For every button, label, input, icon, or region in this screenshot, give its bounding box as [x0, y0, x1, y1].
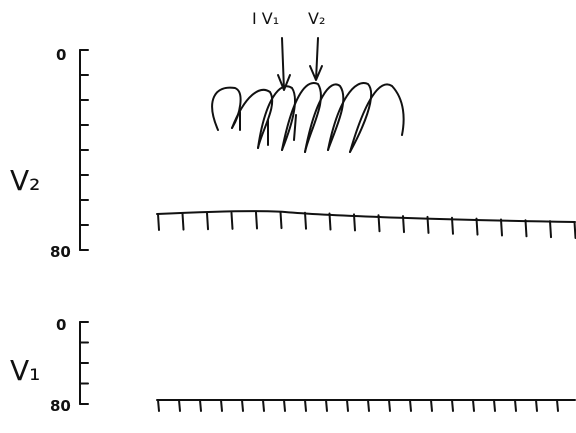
- trace-tick: [428, 217, 429, 233]
- trace-tick: [281, 212, 282, 228]
- figure: I V₁ V₂ V₂ 0 80 V₁ 0 80: [0, 0, 576, 433]
- trace-tick: [256, 212, 257, 228]
- trace-tick: [232, 213, 233, 229]
- arrow: [310, 38, 322, 80]
- scale-label: 0: [56, 46, 66, 64]
- trace-tick: [477, 219, 478, 235]
- loop: [212, 88, 240, 130]
- trace-tick: [431, 400, 432, 411]
- arrow-label: I V₁: [252, 9, 279, 28]
- scale-label: 80: [50, 397, 71, 415]
- trace-tick: [557, 400, 558, 411]
- scale-label: 80: [50, 243, 71, 261]
- trace-tick: [305, 213, 306, 229]
- trace-tick: [158, 400, 159, 411]
- trace-tick: [326, 400, 327, 411]
- trace-tick: [221, 400, 222, 411]
- trace-tick: [207, 213, 208, 229]
- trace-tick: [452, 218, 453, 234]
- trace-tick: [183, 214, 184, 230]
- trace-tick: [379, 215, 380, 231]
- trace-tick: [242, 400, 243, 411]
- trace-tick: [200, 400, 201, 411]
- trace-tick: [158, 214, 159, 230]
- trace-tick: [515, 400, 516, 411]
- arrow-label: V₂: [308, 9, 325, 28]
- trace-tick: [347, 400, 348, 411]
- trace-tick: [501, 219, 502, 235]
- trace-tick: [403, 216, 404, 232]
- trace-tick: [536, 400, 537, 411]
- trace-tick: [550, 221, 551, 237]
- scale-label: 0: [56, 316, 66, 334]
- trace-tick: [473, 400, 474, 411]
- loop: [328, 83, 371, 152]
- loop: [350, 84, 404, 152]
- trace-tick: [526, 220, 527, 236]
- trace-tick: [389, 400, 390, 411]
- trace-tick: [494, 400, 495, 411]
- v2-trace: [157, 211, 575, 222]
- loop: [232, 90, 272, 148]
- trace-tick: [179, 400, 180, 411]
- trace-tick: [368, 400, 369, 411]
- drawing: [80, 38, 576, 411]
- loop: [305, 84, 343, 152]
- panel-label: V₁: [10, 354, 40, 387]
- loop: [282, 83, 321, 152]
- trace-tick: [410, 400, 411, 411]
- trace-tick: [263, 400, 264, 411]
- trace-tick: [575, 222, 576, 238]
- arrow: [278, 38, 290, 90]
- trace-tick: [354, 214, 355, 230]
- trace-tick: [452, 400, 453, 411]
- trace-tick: [330, 214, 331, 230]
- panel-label: V₂: [10, 164, 40, 197]
- trace-tick: [305, 400, 306, 411]
- trace-tick: [284, 400, 285, 411]
